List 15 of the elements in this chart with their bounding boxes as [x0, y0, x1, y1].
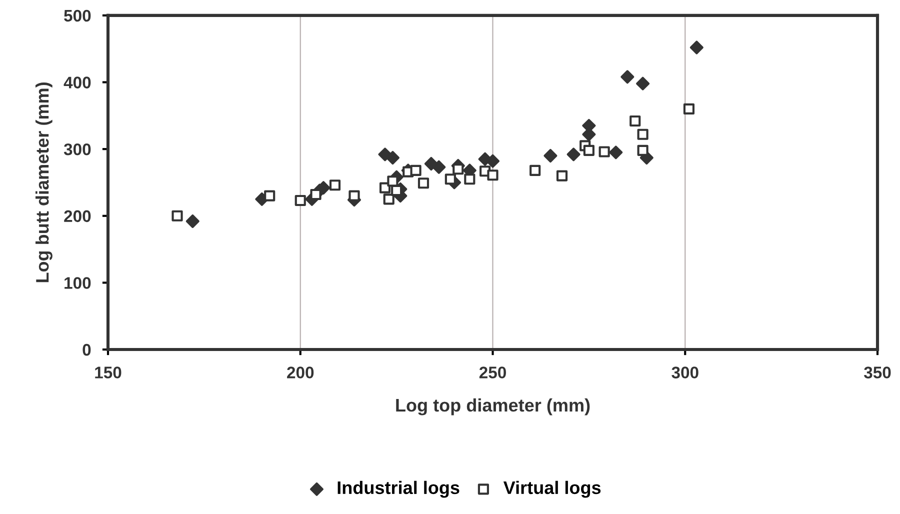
x-tick-label: 350 — [864, 366, 891, 378]
y-tick-label: 100 — [64, 277, 91, 289]
y-tick-label: 400 — [64, 76, 91, 88]
y-tick-label: 0 — [82, 344, 91, 356]
x-axis-title: Log top diameter (mm) — [396, 398, 590, 416]
x-tick-label: 150 — [95, 366, 122, 378]
y-axis-title: Log butt diameter (mm) — [36, 82, 52, 282]
x-tick-label: 200 — [287, 366, 314, 378]
x-tick-label: 300 — [672, 366, 698, 378]
y-tick-label: 500 — [64, 10, 91, 22]
y-tick-label: 200 — [64, 210, 91, 222]
legend-label: Virtual logs — [503, 480, 601, 498]
y-tick-label: 300 — [64, 143, 91, 156]
x-tick-label: 250 — [479, 366, 506, 378]
legend-label: Industrial logs — [338, 480, 460, 498]
